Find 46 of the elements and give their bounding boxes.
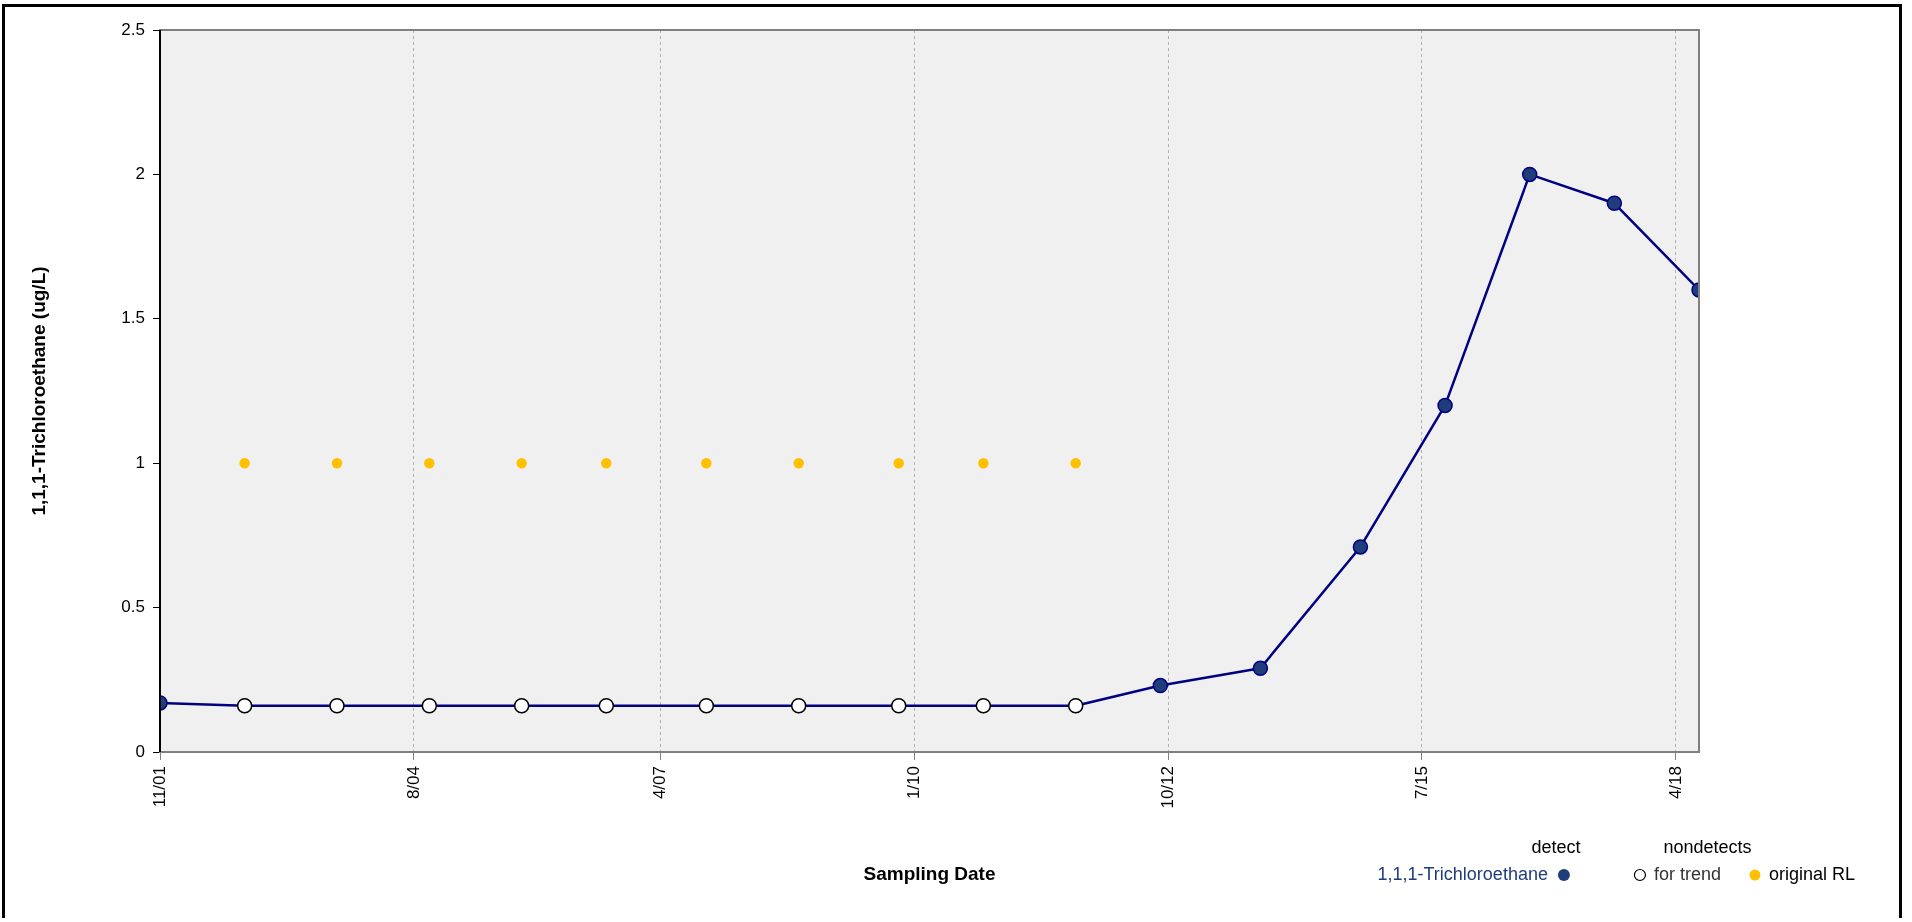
point [698,698,715,714]
text: nondetects [1663,836,1752,857]
point [598,698,615,714]
legend-label: original RL [1768,863,1855,884]
point [516,457,527,469]
point [331,457,343,469]
x-tick-label: 1/10 [903,766,923,800]
point [793,457,804,469]
x-tick-label: 4/18 [1665,766,1685,800]
point [1521,166,1538,183]
point [1067,698,1084,714]
y-tick-label: 2 [135,164,145,184]
point [978,457,989,469]
point [236,698,253,714]
point [1606,195,1623,212]
y-tick-label: 1 [135,452,145,472]
point [790,698,807,714]
point [421,698,438,714]
x-tick-label: 10/12 [1157,766,1177,809]
x-axis-title: Sampling Date [863,862,996,884]
x-tick-label: 11/01 [149,766,169,808]
point [893,457,904,469]
point [513,698,530,714]
y-tick-label: 0.5 [121,597,145,617]
x-tick-label: 4/07 [649,766,669,800]
point [975,698,992,714]
point [1252,660,1269,676]
legend-label: for trend [1653,863,1721,884]
point [1352,539,1369,555]
point [701,457,712,469]
point [329,698,345,714]
y-tick-label: 0 [135,741,145,761]
y-tick-label: 1.5 [121,308,145,328]
point [601,457,612,469]
point [239,457,250,469]
point [890,698,907,714]
point [1152,677,1169,694]
x-tick-label: 8/04 [403,766,423,800]
point [1437,397,1453,414]
text: detect [1531,836,1581,857]
y-axis-title: 1,1,1-Trichloroethane (ug/L) [27,266,49,516]
y-tick-label: 2.5 [121,19,145,39]
point [1070,457,1081,469]
text: 1,1,1-Trichloroethane [1377,863,1548,884]
x-tick-label: 7/15 [1411,766,1431,800]
point [424,457,435,469]
